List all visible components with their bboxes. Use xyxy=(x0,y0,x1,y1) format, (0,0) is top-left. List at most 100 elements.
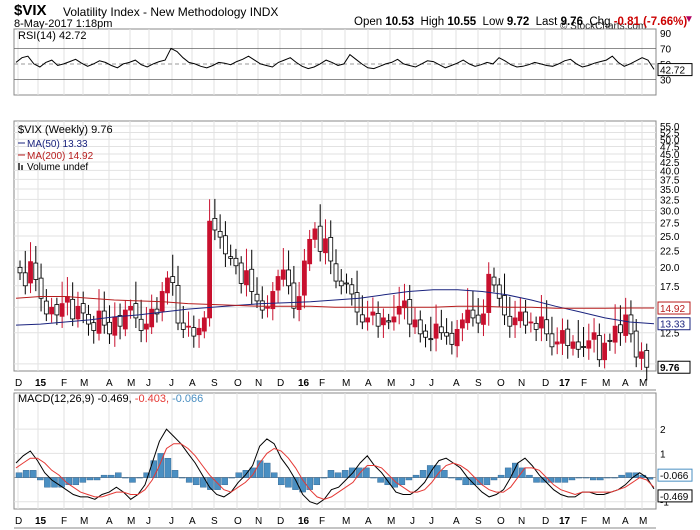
last-value: 9.76 xyxy=(560,16,583,28)
candle-body xyxy=(512,317,518,326)
macd-hist-bar xyxy=(185,477,193,483)
candle-body xyxy=(475,314,481,324)
date-label: M xyxy=(127,516,135,527)
candle-body xyxy=(539,316,544,329)
candle-body xyxy=(333,263,339,282)
volume-bars-icon xyxy=(18,163,20,170)
date-label: M xyxy=(80,516,88,527)
date-label: D xyxy=(277,378,284,389)
candle-body xyxy=(259,300,265,311)
price-tick-label: 20.0 xyxy=(660,263,680,274)
candle-body xyxy=(323,238,328,254)
candle-body xyxy=(165,277,170,294)
macd-hist-bar xyxy=(320,477,328,479)
price-value-box xyxy=(657,301,691,315)
candle-body xyxy=(212,218,218,231)
macd-hist-bar xyxy=(285,477,292,488)
date-label: 16 xyxy=(298,378,310,389)
candle-body xyxy=(280,269,286,280)
candle-body xyxy=(254,293,260,302)
candle-body xyxy=(507,315,513,327)
macd-hist-bar xyxy=(363,467,370,478)
price-tick-label: 52.5 xyxy=(660,128,680,139)
date-label: A xyxy=(365,516,372,527)
candle-body xyxy=(249,268,255,292)
macd-value-box xyxy=(657,489,693,503)
price-value-label: 13.33 xyxy=(660,320,685,331)
macd-hist-bar xyxy=(533,477,540,483)
macd-hist-bar xyxy=(228,477,235,479)
date-label: N xyxy=(255,378,262,389)
candle-body xyxy=(412,319,418,328)
candle-body xyxy=(86,313,91,325)
macd-hist-bar xyxy=(15,472,23,478)
candle-body xyxy=(154,308,160,315)
rsi-tick-label: 70 xyxy=(660,44,672,55)
candle-body xyxy=(175,285,181,324)
macd-hist-bar xyxy=(327,470,335,478)
macd-hist-bar xyxy=(611,477,618,479)
macd-hist-bar xyxy=(334,472,342,478)
date-label: F xyxy=(581,378,587,389)
candle-body xyxy=(307,238,313,265)
macd-legend-hist: -0.066 xyxy=(169,393,203,405)
date-label: J xyxy=(410,378,415,389)
price-value-box xyxy=(657,360,691,374)
macd-hist-bar xyxy=(618,474,625,478)
price-tick-label: 37.5 xyxy=(660,175,680,186)
price-tick-label: 42.5 xyxy=(660,158,680,169)
candle-body xyxy=(196,327,202,336)
macd-hist-bar xyxy=(575,477,583,479)
date-label: D xyxy=(15,516,22,527)
chg-value: -0.81 (-7.66%) xyxy=(613,16,688,28)
macd-hist-bar xyxy=(136,477,143,479)
candle-body xyxy=(117,315,123,327)
macd-hist-bar xyxy=(115,472,122,478)
date-label: F xyxy=(581,516,587,527)
ma50-line xyxy=(15,289,655,326)
candle-body xyxy=(565,328,571,346)
candle-body xyxy=(275,276,281,291)
macd-hist-bar xyxy=(72,477,80,486)
macd-hist-bar xyxy=(377,477,384,483)
candle-body xyxy=(417,319,423,335)
candle-body xyxy=(428,338,434,341)
candle-body xyxy=(91,322,97,331)
date-label: S xyxy=(475,516,482,527)
quote-bar: Open 10.53 High 10.55 Low 9.72 Last 9.76… xyxy=(354,16,687,28)
candle-body xyxy=(244,270,249,286)
candle-body xyxy=(528,321,534,324)
price-tick-label: 22.5 xyxy=(660,247,680,258)
macd-hist-bar xyxy=(306,477,313,490)
candle-body xyxy=(549,333,555,348)
price-legend-ma200: MA(200) 14.92 xyxy=(27,151,94,162)
macd-hist-bar xyxy=(44,477,51,488)
candle-body xyxy=(481,313,486,325)
candle-body xyxy=(133,303,139,319)
date-label: A xyxy=(622,516,629,527)
rsi-tick-label: 90 xyxy=(660,29,672,40)
macd-hist-bar xyxy=(271,472,278,478)
candle-body xyxy=(523,311,528,326)
macd-hist-bar xyxy=(497,474,505,478)
candle-body xyxy=(296,296,302,311)
candle-body xyxy=(217,230,223,238)
candle-body xyxy=(286,269,292,287)
candle-body xyxy=(222,235,228,255)
macd-hist-bar xyxy=(582,477,590,479)
candle-body xyxy=(402,300,407,309)
date-label: J xyxy=(429,378,434,389)
macd-hist-bar xyxy=(235,472,243,478)
macd-hist-bar xyxy=(263,462,271,478)
macd-hist-bar xyxy=(356,467,363,478)
macd-hist-bar xyxy=(171,470,179,478)
candle-body xyxy=(22,272,28,287)
candle-body xyxy=(596,335,602,361)
macd-value-label: -0.469 xyxy=(660,492,689,503)
macd-hist-bar xyxy=(441,470,448,478)
date-label: M xyxy=(127,378,135,389)
high-label: High xyxy=(420,16,445,28)
price-tick-label: 40.0 xyxy=(660,166,680,177)
macd-hist-bar xyxy=(419,470,427,478)
